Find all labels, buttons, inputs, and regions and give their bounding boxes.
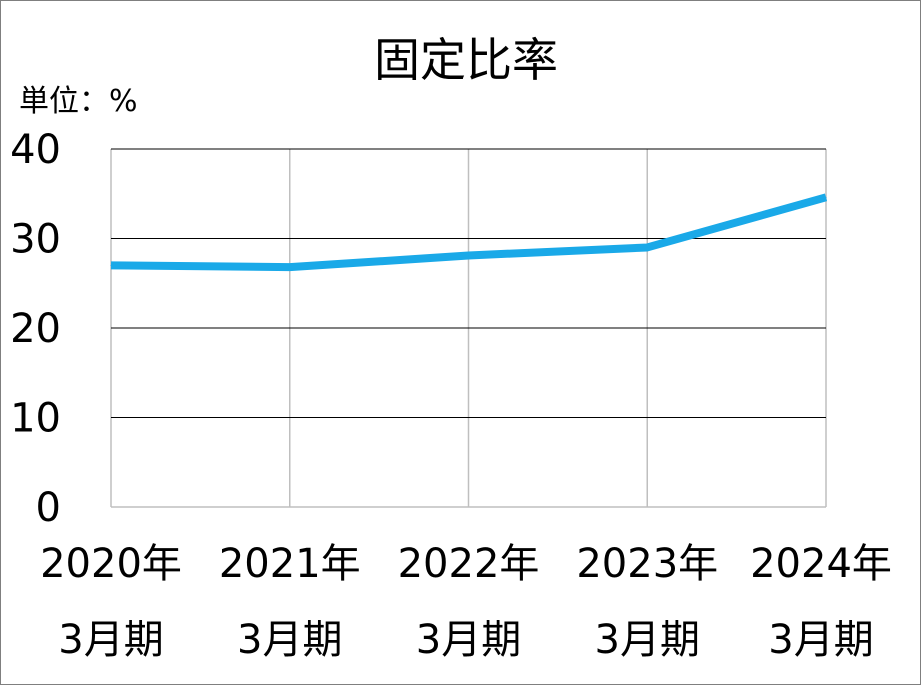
data-point (646, 246, 648, 248)
unit-label: 単位：% (19, 84, 138, 119)
x-tick-label-period: 3月期 (237, 617, 342, 663)
data-point (825, 196, 827, 198)
series-line-group (110, 193, 828, 272)
data-point (110, 264, 112, 266)
data-point (468, 255, 469, 257)
x-tick-label-period: 3月期 (595, 617, 700, 663)
y-axis-ticks: 0 10 20 30 40 (10, 127, 61, 531)
x-tick-label-year: 2020年 (40, 541, 182, 587)
data-point (289, 266, 291, 268)
x-tick-label-year: 2021年 (219, 541, 361, 587)
x-tick-label-period: 3月期 (768, 617, 873, 663)
y-tick-label: 20 (10, 306, 61, 352)
chart-title: 固定比率 (374, 33, 558, 87)
x-axis-ticks: 2020年 3月期 2021年 3月期 2022年 3月期 2023年 3月期 2024年 3月期 (40, 541, 892, 663)
x-tick-label-year: 2023年 (576, 541, 718, 587)
x-tick-label-year: 2022年 (398, 541, 540, 587)
x-tick-label-year: 2024年 (750, 541, 892, 587)
y-tick-label: 40 (10, 127, 61, 173)
y-tick-label: 30 (10, 217, 61, 263)
y-tick-label: 10 (10, 396, 61, 442)
x-tick-label-period: 3月期 (58, 617, 163, 663)
y-tick-label: 0 (36, 485, 61, 531)
grid-lines (110, 148, 827, 508)
x-tick-label-period: 3月期 (416, 617, 521, 663)
